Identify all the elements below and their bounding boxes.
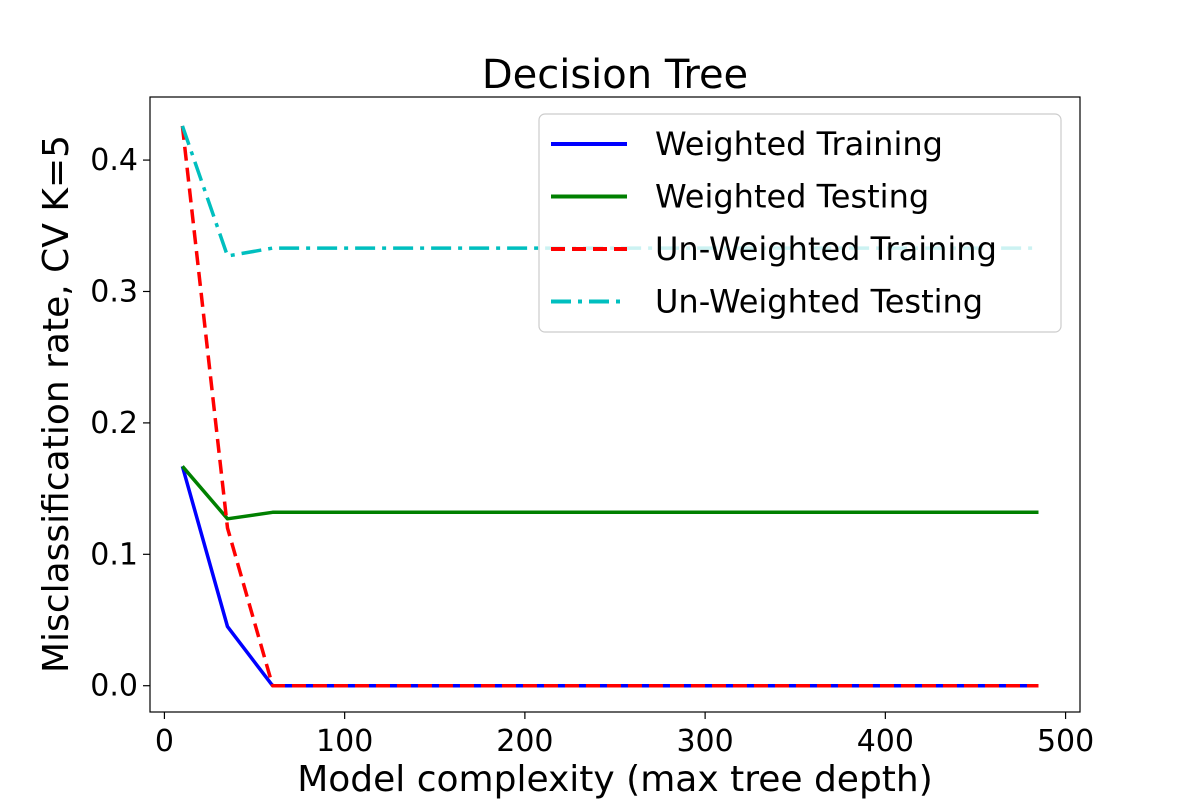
series-line-3 <box>180 125 1039 688</box>
x-tick-label: 0 <box>155 724 174 759</box>
legend-label-4: Un-Weighted Testing <box>655 283 983 321</box>
x-tick-label: 500 <box>1037 724 1094 759</box>
y-tick-label: 0.2 <box>90 406 138 441</box>
axis-ticks: 0 100 200 300 400 500 0.0 0.1 0.2 0.3 0.4 <box>90 143 1094 759</box>
x-tick-label: 400 <box>857 724 914 759</box>
y-tick-label: 0.0 <box>90 669 138 704</box>
x-tick-label: 100 <box>316 724 373 759</box>
x-tick-label: 200 <box>496 724 553 759</box>
legend-label-1: Weighted Training <box>655 125 943 163</box>
legend-box <box>538 113 1062 333</box>
y-tick-label: 0.3 <box>90 274 138 309</box>
chart-title: Decision Tree <box>482 52 748 98</box>
legend: Weighted Training Weighted Testing Un-Weig… <box>538 113 1062 333</box>
x-axis-label: Model complexity (max tree depth) <box>297 759 933 800</box>
y-tick-label: 0.1 <box>90 537 138 572</box>
y-axis-label: Misclassification rate, CV K=5 <box>36 135 77 673</box>
y-tick-label: 0.4 <box>90 143 138 178</box>
axes-frame <box>149 96 1081 713</box>
legend-label-3: Un-Weighted Training <box>655 230 997 268</box>
series-line-2 <box>181 465 1039 521</box>
x-tick-label: 300 <box>676 724 733 759</box>
legend-label-2: Weighted Testing <box>655 178 929 216</box>
